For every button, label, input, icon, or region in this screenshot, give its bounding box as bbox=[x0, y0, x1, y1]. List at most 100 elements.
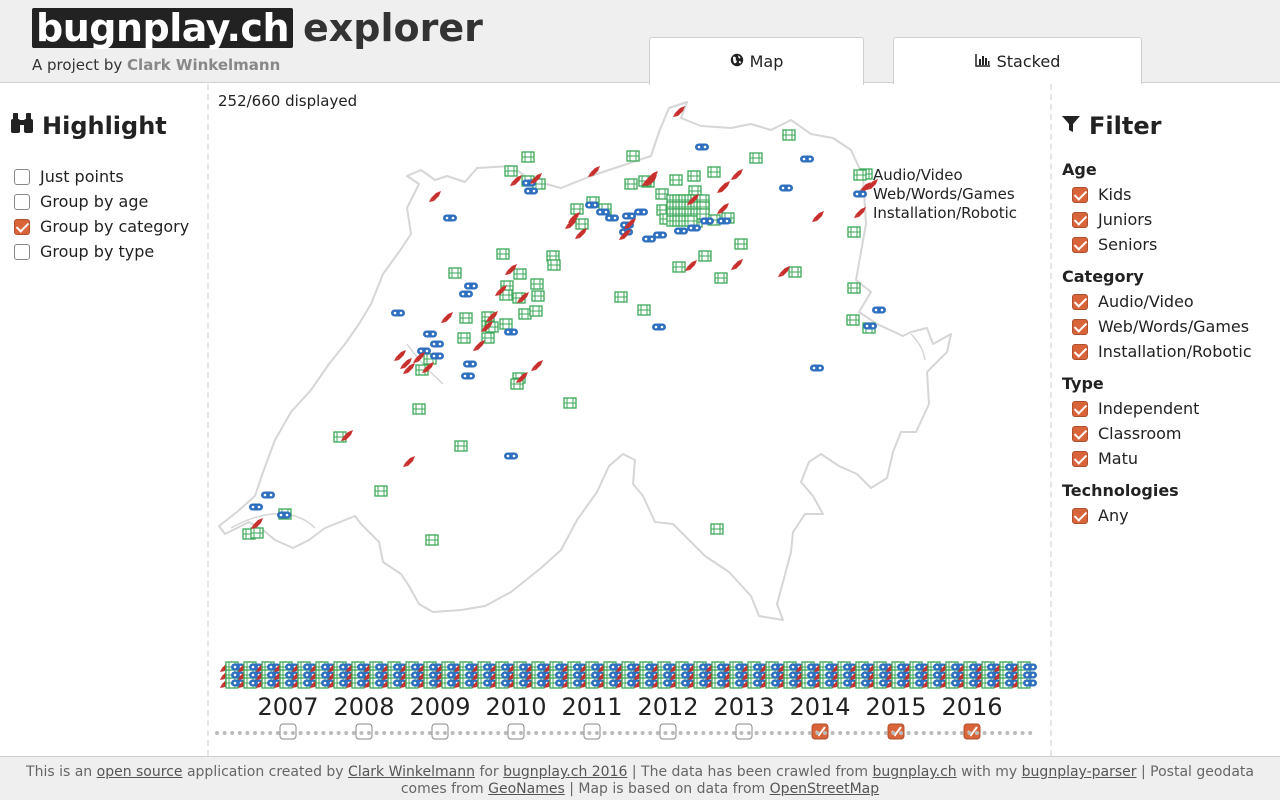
year-label: 2012 bbox=[637, 693, 698, 721]
filter-group-title: Technologies bbox=[1062, 481, 1179, 500]
film-icon bbox=[531, 290, 545, 302]
rocket-icon bbox=[473, 340, 485, 351]
year-checkbox[interactable] bbox=[431, 723, 449, 740]
rocket-icon bbox=[394, 350, 406, 361]
gamepad-icon bbox=[863, 322, 877, 330]
year-label: 2015 bbox=[865, 693, 926, 721]
checkbox[interactable] bbox=[14, 243, 30, 260]
brand: bugnplay.ch explorer bbox=[32, 8, 483, 52]
footer-link-bugnplay-2016[interactable]: bugnplay.ch 2016 bbox=[503, 764, 628, 780]
footer-link-author[interactable]: Clark Winkelmann bbox=[348, 764, 475, 780]
globe-icon bbox=[730, 52, 744, 71]
checkbox[interactable] bbox=[1072, 293, 1088, 310]
filter-option[interactable]: Installation/Robotic bbox=[1062, 339, 1252, 364]
gamepad-icon bbox=[687, 224, 701, 232]
option-label: Just points bbox=[40, 167, 124, 186]
footer-text: for bbox=[479, 764, 499, 780]
film-icon bbox=[563, 397, 577, 409]
map-canvas[interactable]: Audio/VideoWeb/Words/GamesInstallation/R… bbox=[211, 84, 1050, 756]
gamepad-icon bbox=[800, 155, 814, 163]
film-icon bbox=[624, 178, 638, 190]
checkbox[interactable] bbox=[1072, 318, 1088, 335]
year-checkbox[interactable] bbox=[279, 723, 297, 740]
checkbox[interactable] bbox=[14, 193, 30, 210]
rocket-icon bbox=[575, 228, 587, 239]
option-label: Kids bbox=[1098, 185, 1132, 204]
rocket-icon bbox=[854, 207, 866, 218]
filter-option[interactable]: Kids bbox=[1062, 182, 1252, 207]
film-icon bbox=[707, 166, 721, 178]
checkbox[interactable] bbox=[1072, 211, 1088, 228]
year-checkbox[interactable] bbox=[507, 723, 525, 740]
rocket-icon bbox=[505, 264, 517, 275]
filter-option[interactable]: Seniors bbox=[1062, 232, 1252, 257]
filter-option[interactable]: Audio/Video bbox=[1062, 289, 1252, 314]
rocket-icon bbox=[718, 181, 730, 192]
highlight-option[interactable]: Just points bbox=[14, 164, 189, 189]
rocket-icon bbox=[624, 218, 636, 229]
highlight-option[interactable]: Group by type bbox=[14, 239, 189, 264]
option-label: Group by type bbox=[40, 242, 155, 261]
checkbox[interactable] bbox=[1072, 186, 1088, 203]
year-checkbox[interactable] bbox=[735, 723, 753, 740]
option-label: Group by age bbox=[40, 192, 149, 211]
byline: A project by Clark Winkelmann bbox=[32, 56, 280, 74]
filter-option[interactable]: Independent bbox=[1062, 396, 1252, 421]
tab-map[interactable]: Map bbox=[649, 37, 864, 85]
footer-link-openstreetmap[interactable]: OpenStreetMap bbox=[769, 781, 880, 797]
byline-author[interactable]: Clark Winkelmann bbox=[127, 56, 281, 74]
gamepad-icon bbox=[504, 452, 518, 460]
footer-link-bugnplay[interactable]: bugnplay.ch bbox=[872, 764, 957, 780]
film-icon bbox=[655, 188, 669, 200]
gamepad-icon bbox=[810, 364, 824, 372]
year-checkbox[interactable] bbox=[583, 723, 601, 740]
rocket-icon bbox=[646, 171, 658, 182]
checkbox[interactable] bbox=[1072, 507, 1088, 524]
option-label: Group by category bbox=[40, 217, 190, 236]
year-checkbox[interactable] bbox=[963, 723, 981, 740]
filter-option[interactable]: Matu bbox=[1062, 446, 1252, 471]
rocket-icon bbox=[731, 259, 743, 270]
filter-group-title: Age bbox=[1062, 160, 1097, 179]
filter-option[interactable]: Any bbox=[1062, 503, 1252, 528]
footer-link-parser[interactable]: bugnplay-parser bbox=[1021, 764, 1137, 780]
year-checkbox[interactable] bbox=[659, 723, 677, 740]
gamepad-icon bbox=[642, 235, 656, 243]
rocket-icon bbox=[441, 312, 453, 323]
year-label: 2009 bbox=[409, 693, 470, 721]
highlight-option[interactable]: Group by age bbox=[14, 189, 189, 214]
filter-option[interactable]: Classroom bbox=[1062, 421, 1252, 446]
checkbox[interactable] bbox=[14, 218, 30, 235]
checkbox[interactable] bbox=[1072, 343, 1088, 360]
film-icon bbox=[847, 226, 861, 238]
rocket-icon bbox=[565, 218, 577, 229]
gamepad-icon bbox=[1023, 679, 1037, 687]
year-label: 2010 bbox=[485, 693, 546, 721]
rocket-icon bbox=[673, 106, 685, 117]
checkbox[interactable] bbox=[1072, 400, 1088, 417]
displayed-count: 252/660 displayed bbox=[218, 92, 358, 110]
checkbox[interactable] bbox=[1072, 425, 1088, 442]
footer-link-geonames[interactable]: GeoNames bbox=[488, 781, 565, 797]
checkbox[interactable] bbox=[14, 168, 30, 185]
gamepad-icon bbox=[652, 323, 666, 331]
footer-text: with my bbox=[961, 764, 1018, 780]
film-icon bbox=[504, 165, 518, 177]
year-checkbox[interactable] bbox=[355, 723, 373, 740]
checkbox[interactable] bbox=[1072, 450, 1088, 467]
tab-stacked[interactable]: Stacked bbox=[893, 37, 1142, 84]
filter-option[interactable]: Web/Words/Games bbox=[1062, 314, 1252, 339]
filter-option[interactable]: Juniors bbox=[1062, 207, 1252, 232]
gamepad-icon bbox=[391, 309, 405, 317]
checkbox[interactable] bbox=[1072, 236, 1088, 253]
film-icon bbox=[846, 314, 860, 326]
footer-link-open-source[interactable]: open source bbox=[96, 764, 183, 780]
gamepad-icon bbox=[463, 360, 477, 368]
gamepad-icon bbox=[277, 511, 291, 519]
film-icon bbox=[614, 291, 628, 303]
film-icon bbox=[510, 378, 524, 390]
map-markers bbox=[242, 106, 886, 546]
option-label: Installation/Robotic bbox=[1098, 342, 1252, 361]
highlight-option[interactable]: Group by category bbox=[14, 214, 189, 239]
timeline-slider-track[interactable] bbox=[215, 731, 1033, 735]
